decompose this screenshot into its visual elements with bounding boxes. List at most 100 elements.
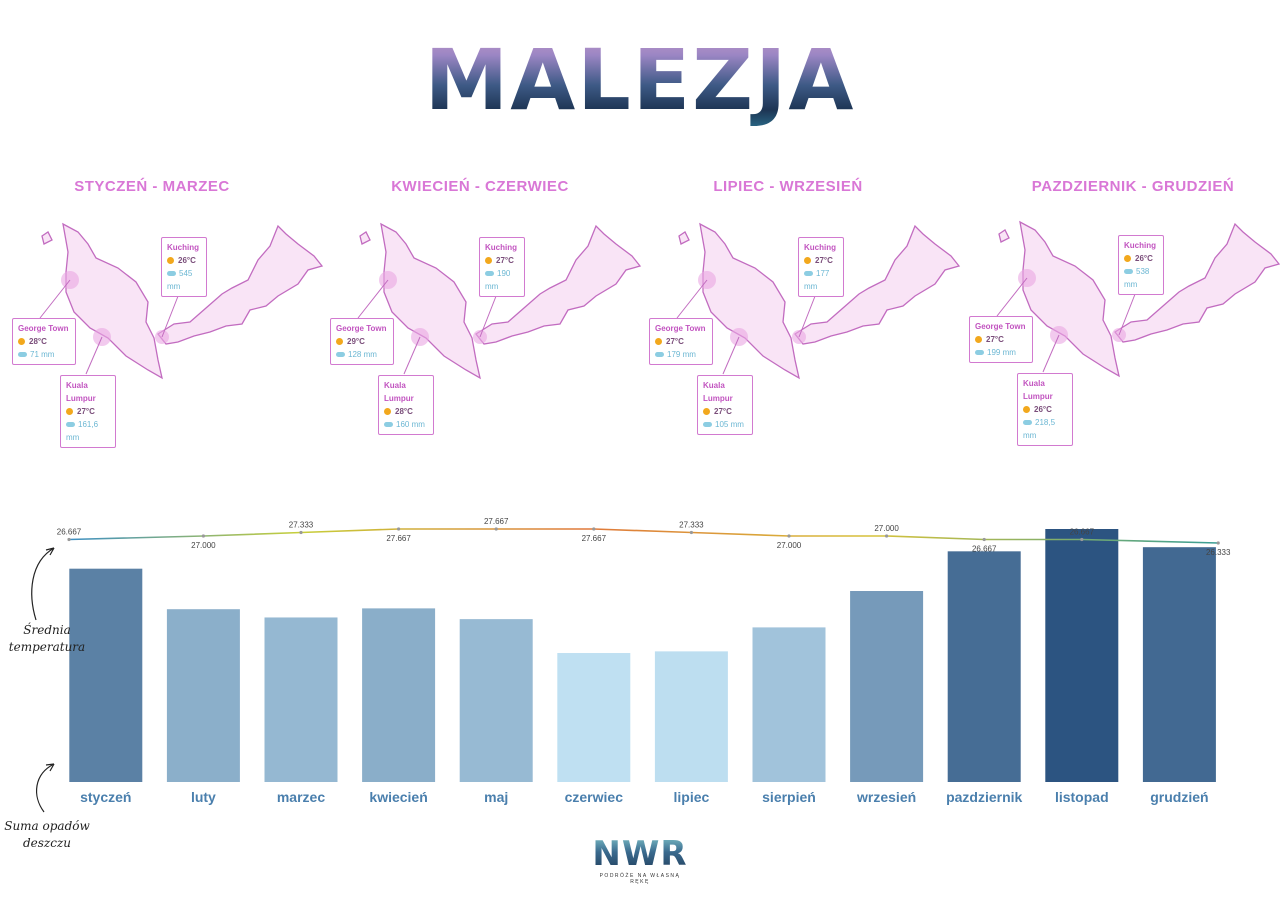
city-name: Kuala Lumpur [1023,379,1053,401]
city-card-george-town: George Town 29°C 128 mm [330,318,394,365]
sun-icon [703,408,710,416]
city-card-george-town: George Town 27°C 179 mm [649,318,713,365]
climate-chart: styczeń luty marzec kwiecień maj czerwiec lipi… [57,517,1231,805]
city-name: George Town [975,322,1026,331]
sun-icon [1124,255,1131,263]
temperature-value-label: 27.000 [777,541,802,550]
city-rainfall: 190 mm [485,269,511,291]
temperature-point [1080,537,1084,542]
month-label: maj [484,789,508,805]
month-label: marzec [277,789,325,805]
season-map-3: George Town 27°C 179 mm Kuala Lumpur 27°… [645,210,975,440]
city-card-kuala-lumpur: Kuala Lumpur 27°C 161,6 mm [60,375,116,448]
temperature-value-label: 26.333 [1206,548,1231,557]
city-temperature: 28°C [29,337,47,346]
rain-cloud-icon [167,271,176,277]
temperature-point [299,530,303,535]
rain-cloud-icon [804,271,813,277]
sun-icon [655,338,662,346]
city-name: Kuala Lumpur [66,381,96,403]
bar-listopad [1045,529,1119,782]
logo-tagline: PODRÓŻE NA WŁASNĄ RĘKĘ [599,873,681,885]
city-rainfall: 71 mm [30,350,55,359]
city-name: Kuching [485,243,517,252]
rain-cloud-icon [18,352,27,358]
rain-cloud-icon [703,422,712,428]
season-map-1: George Town 28°C 71 mm Kuala Lumpur 27°C… [8,210,338,448]
city-temperature: 27°C [496,256,514,265]
chart-labels: styczeń luty marzec kwiecień maj czerwiec lipi… [57,517,1231,805]
logo-text: NWR [590,835,690,873]
nwr-logo: NWR PODRÓŻE NA WŁASNĄ RĘKĘ [590,835,690,885]
season-map-4: George Town 27°C 199 mm Kuala Lumpur 26°… [965,208,1280,446]
temperature-point [689,530,694,535]
rain-bars [69,529,1216,782]
sun-icon [1023,406,1030,414]
city-card-george-town: George Town 27°C 199 mm [969,316,1033,363]
rain-cloud-icon [655,352,664,358]
month-label: pazdziernik [946,789,1022,805]
city-card-kuala-lumpur: Kuala Lumpur 27°C 105 mm [697,375,753,435]
temperature-value-label: 27.333 [289,521,314,530]
month-label: grudzień [1150,789,1208,805]
rain-cloud-icon [485,271,494,277]
city-temperature: 27°C [666,337,684,346]
city-rainfall: 128 mm [348,350,377,359]
city-card-kuching: Kuching 26°C 545 mm [161,237,207,297]
sun-icon [167,257,174,265]
temperature-point [885,534,889,538]
temperature-axis-note: Średnia temperatura [2,622,92,656]
malaysia-map-shape [676,222,961,380]
city-card-kuching: Kuching 27°C 177 mm [798,237,844,297]
rain-axis-note: Suma opadów deszczu [2,818,92,852]
sun-icon [336,338,343,346]
city-rainfall: 538 mm [1124,267,1150,289]
season-map-2: George Town 29°C 128 mm Kuala Lumpur 28°… [326,210,656,440]
temperature-value-label: 27.333 [679,521,704,530]
month-label: luty [191,789,216,805]
temperature-value-label: 27.667 [582,534,607,543]
bar-grudzień [1142,547,1216,782]
city-temperature: 26°C [1135,254,1153,263]
bar-wrzesień [850,591,924,782]
rain-cloud-icon [975,350,984,356]
curved-arrow-icon [36,763,55,813]
city-temperature: 26°C [178,256,196,265]
sun-icon [485,257,492,265]
city-rainfall: 199 mm [987,348,1016,357]
city-name: Kuala Lumpur [384,381,414,403]
city-name: Kuching [167,243,199,252]
month-label: styczeń [80,789,131,805]
city-temperature: 27°C [815,256,833,265]
temperature-value-label: 26.667 [972,544,997,553]
city-rainfall: 160 mm [396,420,425,429]
page-title: MALEZJA [0,30,1280,130]
city-name: Kuching [1124,241,1156,250]
temperature-value-label: 27.667 [386,534,411,543]
city-temperature: 26°C [1034,405,1052,414]
month-label: listopad [1055,789,1109,805]
curved-arrow-icon [31,547,55,621]
temperature-point [397,527,401,531]
temperature-point [67,537,71,542]
city-rainfall: 179 mm [667,350,696,359]
city-card-kuala-lumpur: Kuala Lumpur 26°C 218,5 mm [1017,373,1073,446]
city-name: George Town [336,324,387,333]
temperature-point [592,527,596,531]
city-name: George Town [18,324,69,333]
temperature-value-label: 27.000 [874,524,899,533]
city-name: Kuala Lumpur [703,381,733,403]
bar-kwiecień [362,608,436,782]
city-card-kuching: Kuching 26°C 538 mm [1118,235,1164,295]
malaysia-map-shape [39,222,324,380]
temperature-point [982,537,986,542]
season-title-4: PAZDZIERNIK - GRUDZIEŃ [1031,178,1235,195]
city-rainfall: 105 mm [715,420,744,429]
city-card-kuching: Kuching 27°C 190 mm [479,237,525,297]
temperature-line [67,527,1220,545]
month-label: sierpień [762,789,816,805]
temperature-point [787,534,791,538]
city-temperature: 28°C [395,407,413,416]
temperature-point [201,534,205,538]
temperature-value-label: 26.667 [1070,527,1095,536]
